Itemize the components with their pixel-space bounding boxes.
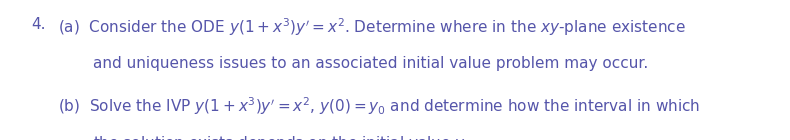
Text: (a)  Consider the ODE $y(1+x^3)y^{\prime} = x^2$. Determine where in the $xy$-pl: (a) Consider the ODE $y(1+x^3)y^{\prime}… [58,17,686,38]
Text: (b)  Solve the IVP $y(1+x^3)y^{\prime} = x^2$, $y(0) = y_0$ and determine how th: (b) Solve the IVP $y(1+x^3)y^{\prime} = … [58,95,700,117]
Text: the solution exists depends on the initial value $y_0$.: the solution exists depends on the initi… [93,134,476,140]
Text: 4.: 4. [32,17,46,32]
Text: and uniqueness issues to an associated initial value problem may occur.: and uniqueness issues to an associated i… [93,56,649,71]
